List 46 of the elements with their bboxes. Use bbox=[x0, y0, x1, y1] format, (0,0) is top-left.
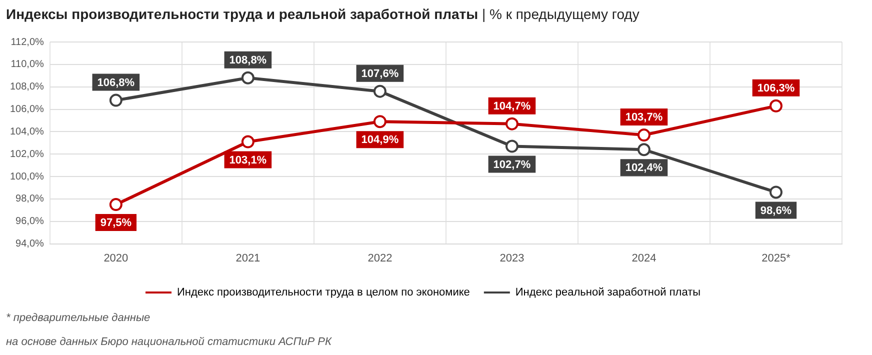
y-tick-label: 102,0% bbox=[10, 148, 44, 160]
x-tick-label: 2024 bbox=[632, 252, 656, 264]
data-label: 103,1% bbox=[229, 154, 267, 166]
x-tick-label: 2020 bbox=[104, 252, 128, 264]
data-label: 104,7% bbox=[493, 100, 531, 112]
point bbox=[373, 115, 386, 128]
data-label: 97,5% bbox=[100, 217, 132, 230]
data-label: 106,8% bbox=[97, 76, 135, 89]
point bbox=[637, 128, 650, 142]
point bbox=[241, 135, 254, 148]
y-tick-label: 96,0% bbox=[16, 216, 44, 228]
y-tick-label: 100,0% bbox=[10, 171, 44, 182]
x-tick-label: 2023 bbox=[500, 252, 524, 264]
text: * предварительные данные bbox=[6, 312, 150, 324]
y-tick-label: 98,0% bbox=[16, 194, 44, 205]
y-tick-label: 94,0% bbox=[16, 238, 44, 250]
point bbox=[109, 198, 122, 212]
data-label: 102,7% bbox=[493, 158, 531, 171]
y-tick-label: 110,0% bbox=[10, 59, 44, 70]
data-label: 98,6% bbox=[760, 204, 792, 217]
chart-title: Индексы производительности труда и реальной заработной платы bbox=[6, 6, 478, 22]
point bbox=[241, 71, 254, 84]
y-tick-label: 104,0% bbox=[10, 126, 44, 138]
y-tick-label: 112,0% bbox=[10, 36, 44, 48]
x-tick-label: 2025* bbox=[762, 252, 792, 264]
point bbox=[769, 186, 782, 199]
y-tick-label: 106,0% bbox=[10, 104, 44, 116]
data-label: 104,9% bbox=[361, 134, 399, 146]
point bbox=[505, 117, 518, 130]
chart-subtitle: | % к предыдущему году bbox=[482, 6, 640, 22]
legend-label: Индекс производительности труда в целом по экономике bbox=[176, 286, 470, 299]
legend-label: Индекс реальной заработной платы bbox=[515, 286, 701, 299]
x-tick-label: 2021 bbox=[236, 252, 260, 264]
text: на основе данных Бюро национальной статистики АСПиР РК bbox=[6, 336, 332, 348]
point bbox=[373, 84, 386, 98]
data-label: 106,3% bbox=[757, 82, 795, 94]
y-tick-label: 108,0% bbox=[10, 82, 44, 93]
x-tick-label: 2022 bbox=[368, 252, 392, 264]
point bbox=[637, 143, 650, 156]
data-label: 108,8% bbox=[229, 54, 267, 66]
data-label: 102,4% bbox=[625, 162, 663, 174]
data-label: 103,7% bbox=[625, 112, 663, 124]
point bbox=[769, 99, 782, 112]
data-label: 107,6% bbox=[361, 68, 399, 80]
point bbox=[109, 94, 122, 107]
point bbox=[505, 140, 518, 153]
